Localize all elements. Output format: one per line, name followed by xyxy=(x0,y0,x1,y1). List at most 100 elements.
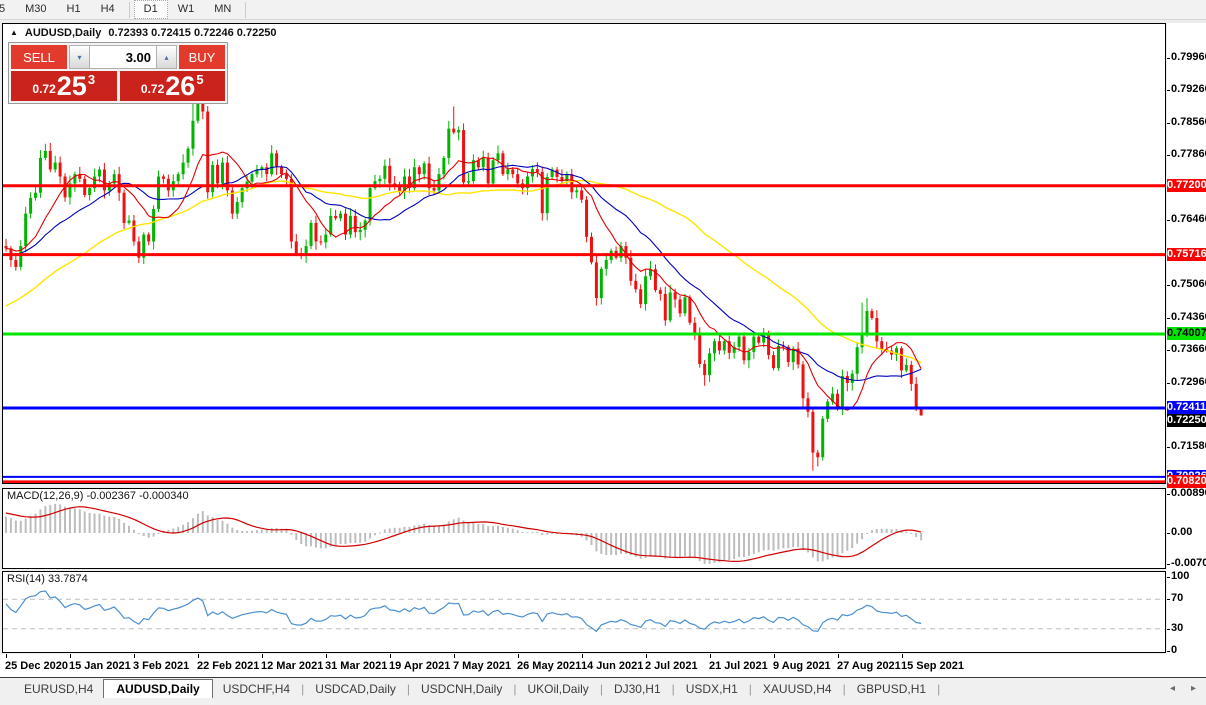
up-arrow-icon: ▴ xyxy=(164,52,169,62)
chart-tab-XAUUSD-H4[interactable]: XAUUSD,H4 xyxy=(762,681,832,696)
date-label: 9 Aug 2021 xyxy=(773,660,831,672)
sell-price-big-digits: 25 xyxy=(56,71,87,101)
chart-tab-GBPUSD-H1[interactable]: GBPUSD,H1 xyxy=(856,681,927,696)
date-label: 3 Feb 2021 xyxy=(133,660,190,672)
chart-tab-UKOil-Daily[interactable]: UKOil,Daily xyxy=(527,681,589,696)
date-label: 19 Apr 2021 xyxy=(389,660,451,672)
candlestick-chart[interactable] xyxy=(3,24,1165,483)
timeframe-button-5[interactable]: 5 xyxy=(0,3,6,15)
sell-price-superscript: 3 xyxy=(87,72,96,87)
macd-panel: MACD(12,26,9) -0.002367 -0.000340 xyxy=(2,488,1166,569)
timeframe-button-H1[interactable]: H1 xyxy=(66,3,81,15)
date-label: 2 Jul 2021 xyxy=(645,660,698,672)
price-axis-tick xyxy=(1167,122,1170,124)
macd-tick-label: 0.008904 xyxy=(1171,486,1206,499)
macd-axis-tick xyxy=(1167,533,1170,534)
level-price-label: 0.75716 xyxy=(1167,247,1206,261)
macd-tick-label: 0.00 xyxy=(1171,526,1193,538)
collapse-chart-icon[interactable]: ▲ xyxy=(10,28,18,37)
sell-button[interactable]: SELL xyxy=(11,45,67,69)
timeframe-button-W1[interactable]: W1 xyxy=(177,3,195,15)
chart-tab-USDX-H1[interactable]: USDX,H1 xyxy=(685,681,738,696)
timeframe-button-D1[interactable]: D1 xyxy=(133,0,168,19)
chart-tab-EURUSD-H4[interactable]: EURUSD,H4 xyxy=(24,681,94,696)
price-axis-tick xyxy=(1167,57,1170,59)
price-axis-tick xyxy=(1167,382,1170,384)
price-axis-tick xyxy=(1167,317,1170,319)
date-axis-tick xyxy=(134,654,135,658)
tab-separator: | xyxy=(937,681,941,696)
macd-axis-tick xyxy=(1167,493,1170,495)
date-axis-tick xyxy=(454,654,455,658)
main-chart-panel: ▲ AUDUSD,Daily 0.72393 0.72415 0.72246 0… xyxy=(2,23,1166,484)
buy-price-superscript: 5 xyxy=(196,72,204,87)
volume-increase-button[interactable]: ▴ xyxy=(156,45,177,69)
volume-decrease-button[interactable]: ▾ xyxy=(69,45,90,69)
timeframe-button-M30[interactable]: M30 xyxy=(25,3,47,15)
date-label: 12 Mar 2021 xyxy=(261,660,324,672)
tab-scroll-arrows: ◂ ▸ xyxy=(1170,683,1206,694)
level-price-label: 0.72411 xyxy=(1167,401,1206,414)
date-axis[interactable]: 25 Dec 2020 15 Jan 2021 3 Feb 2021 22 Feb 2… xyxy=(0,654,1206,677)
rsi-label: RSI(14) 33.7874 xyxy=(7,573,88,585)
tab-scroll-left-icon[interactable]: ◂ xyxy=(1169,683,1175,694)
chart-tab-USDCHF-H4[interactable]: USDCHF,H4 xyxy=(222,681,291,696)
level-price-label: 0.70820 xyxy=(1167,474,1206,488)
rsi-axis-tick xyxy=(1167,651,1170,652)
tab-separator: | xyxy=(671,681,675,696)
date-label: 15 Sep 2021 xyxy=(901,660,964,672)
rsi-axis-tick xyxy=(1167,599,1170,601)
chart-tab-AUDUSD-Daily[interactable]: AUDUSD,Daily xyxy=(103,678,213,699)
date-axis-tick xyxy=(838,654,839,658)
tab-separator: | xyxy=(842,681,846,696)
date-axis-tick xyxy=(6,654,7,658)
chart-tab-USDCNH-Daily[interactable]: USDCNH,Daily xyxy=(421,681,503,696)
timeframe-button-MN[interactable]: MN xyxy=(214,3,232,15)
volume-input[interactable] xyxy=(90,45,156,69)
chart-tab-USDCAD-Daily[interactable]: USDCAD,Daily xyxy=(315,681,396,696)
date-axis-tick xyxy=(710,654,711,658)
macd-tick-label: -0.007017 xyxy=(1171,556,1206,569)
price-axis-tick xyxy=(1167,90,1170,92)
rsi-axis-tick xyxy=(1167,577,1170,578)
date-label: 15 Jan 2021 xyxy=(69,660,131,672)
date-axis-tick xyxy=(902,654,903,658)
level-price-label: 0.74007 xyxy=(1167,326,1206,340)
price-axis-tick xyxy=(1167,446,1170,448)
tab-scroll-right-icon[interactable]: ▸ xyxy=(1190,683,1196,694)
buy-button[interactable]: BUY xyxy=(179,45,225,69)
buy-price-display[interactable]: 0.72 26 5 xyxy=(119,71,225,101)
tab-separator: | xyxy=(599,681,603,696)
chart-ohlc-values: 0.72393 0.72415 0.72246 0.72250 xyxy=(108,27,277,39)
down-arrow-icon: ▾ xyxy=(77,52,82,62)
date-axis-tick xyxy=(646,654,647,658)
tab-separator: | xyxy=(513,681,517,696)
status-strip xyxy=(0,698,1206,705)
date-axis-tick xyxy=(390,654,391,658)
date-label: 7 May 2021 xyxy=(453,660,512,672)
sell-price-display[interactable]: 0.72 25 3 xyxy=(11,71,117,101)
macd-chart[interactable] xyxy=(3,489,1163,566)
timeframe-button-H4[interactable]: H4 xyxy=(100,3,115,15)
slow-ma-line xyxy=(5,179,922,364)
tab-separator: | xyxy=(301,681,305,696)
date-label: 25 Dec 2020 xyxy=(5,660,68,672)
date-axis-tick xyxy=(518,654,519,658)
toolbar-separator xyxy=(128,1,130,18)
date-label: 26 May 2021 xyxy=(517,660,582,672)
rsi-chart[interactable] xyxy=(3,572,1163,650)
date-axis-tick xyxy=(582,654,583,658)
buy-price-big-digits: 26 xyxy=(165,71,196,101)
chart-tab-DJ30-H1[interactable]: DJ30,H1 xyxy=(613,681,661,696)
